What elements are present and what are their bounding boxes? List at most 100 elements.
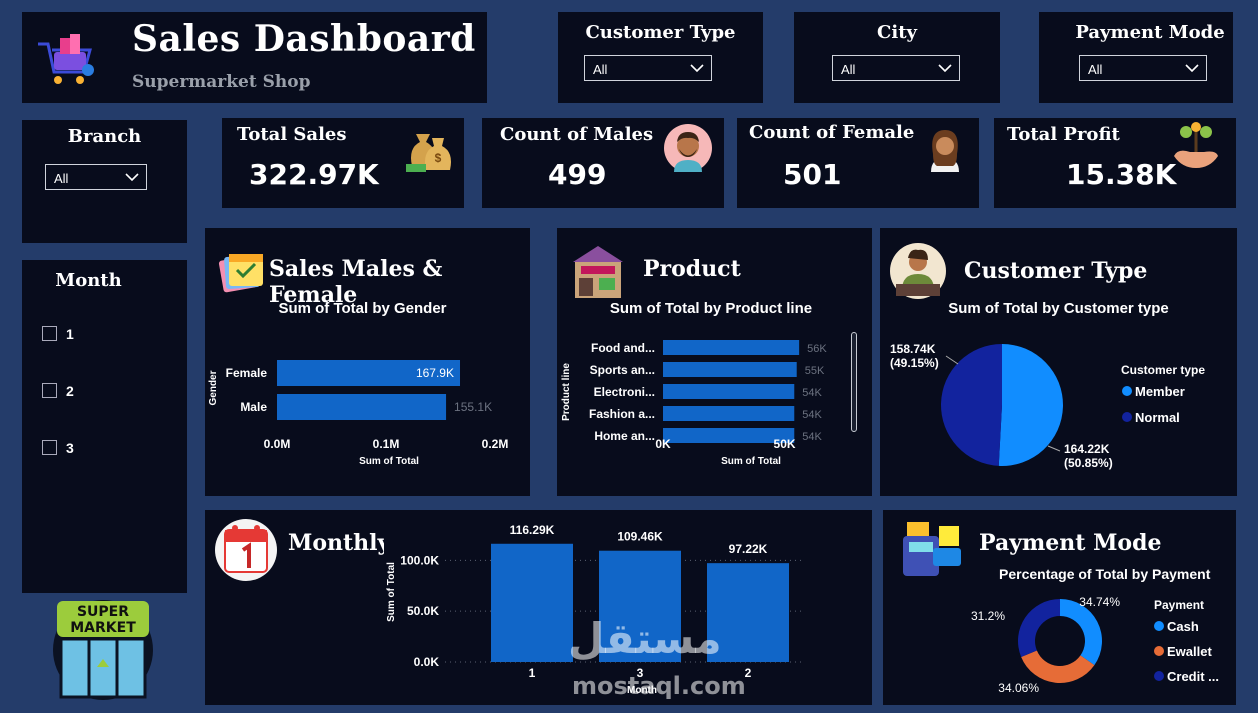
page-title: Sales Dashboard	[132, 18, 476, 60]
product-scrollbar[interactable]	[851, 332, 857, 432]
payment-legend-dot	[1154, 621, 1164, 631]
customer-type-dropdown[interactable]: All	[584, 55, 712, 81]
customer-type-member-label: 164.22K	[1064, 442, 1110, 456]
payment-mode-slicer: Payment Mode All	[1039, 12, 1233, 103]
gender-category-label: Male	[240, 400, 267, 414]
cashier-icon	[888, 242, 948, 300]
gender-x-axis-title: Sum of Total	[359, 456, 419, 467]
chevron-down-icon	[125, 173, 139, 182]
female-avatar-icon	[923, 124, 967, 174]
payment-donut-chart: 34.74% 34.06% 31.2% Payment Cash Ewallet Credi…	[971, 595, 1219, 695]
customer-type-pie-slice	[998, 344, 1064, 466]
customer-type-section-title: Customer Type	[964, 258, 1148, 284]
customer-type-legend-title: Customer type	[1121, 363, 1205, 377]
gender-value-label: 155.1K	[454, 400, 492, 414]
monthly-x-tick: 3	[637, 666, 644, 680]
monthly-chart-card: Monthly 0.0K 50.0K 100.0K 116.29K 1 109.46K 3 9…	[205, 510, 872, 705]
payment-donut-slice	[1021, 650, 1095, 683]
monthly-bar	[491, 543, 573, 662]
monthly-section-title: Monthly	[288, 530, 384, 556]
monthly-value-label: 116.29K	[510, 523, 555, 537]
kpi-total-sales-value: 322.97K	[249, 158, 379, 191]
gender-x-tick: 0.1M	[373, 437, 400, 451]
gender-section-title: Sales Males & Female	[269, 256, 443, 308]
monthly-bar	[599, 550, 681, 662]
supermarket-logo: SUPER MARKET	[53, 597, 153, 703]
monthly-value-label: 97.22K	[729, 542, 768, 556]
customer-type-legend-dot	[1122, 386, 1132, 396]
customer-type-normal-label: 158.74K	[890, 342, 936, 356]
month-option-1: 1	[66, 326, 74, 342]
month-slicer: Month 1 2 3	[22, 260, 187, 593]
product-category-label: Sports an...	[590, 363, 655, 377]
payment-cash-label: 34.74%	[1079, 595, 1120, 609]
monthly-y-tick: 100.0K	[400, 553, 439, 567]
branch-dropdown[interactable]: All	[45, 164, 147, 190]
product-value-label: 56K	[807, 343, 827, 355]
gender-x-tick: 0.0M	[264, 437, 291, 451]
month-option-3: 3	[66, 440, 74, 456]
product-category-label: Fashion a...	[589, 407, 655, 421]
kpi-count-males-value: 499	[548, 158, 607, 191]
watermark-arabic: مستقل	[568, 614, 722, 663]
gender-value-label: 167.9K	[416, 366, 454, 380]
payment-chart-card: Payment Mode Percentage of Total by Paym…	[883, 510, 1236, 705]
payment-section-title: Payment Mode	[979, 530, 1162, 556]
payment-legend-item: Ewallet	[1167, 644, 1212, 659]
branch-dropdown-value: All	[54, 171, 69, 186]
kpi-total-profit-label: Total Profit	[1007, 124, 1120, 145]
gender-chart-card: Sales Males & Female Sum of Total by Gen…	[205, 228, 530, 496]
payment-mode-slicer-title: Payment Mode	[1075, 22, 1225, 43]
kpi-total-sales-label: Total Sales	[237, 124, 347, 145]
page-subtitle: Supermarket Shop	[132, 72, 311, 92]
male-avatar-icon	[664, 124, 712, 172]
money-bag-icon: $	[404, 126, 454, 174]
customer-type-chart-title: Sum of Total by Customer type	[948, 300, 1169, 317]
branch-slicer-title: Branch	[67, 126, 142, 147]
payment-ewallet-label: 34.06%	[998, 681, 1039, 695]
kpi-total-sales: Total Sales 322.97K $	[222, 118, 464, 208]
logo-line-2: MARKET	[70, 620, 136, 636]
gender-chart-title: Sum of Total by Gender	[278, 300, 447, 317]
customer-type-dropdown-value: All	[593, 62, 608, 77]
product-x-axis-title: Sum of Total	[721, 456, 781, 467]
city-slicer: City All	[794, 12, 1000, 103]
payment-legend-dot	[1154, 671, 1164, 681]
monthly-y-tick: 50.0K	[407, 604, 439, 618]
profit-hand-icon	[1170, 122, 1222, 172]
month-checkbox-2[interactable]	[42, 383, 57, 398]
city-dropdown-value: All	[841, 62, 856, 77]
cart-icon	[34, 30, 96, 92]
product-category-label: Home an...	[594, 429, 655, 443]
monthly-x-tick: 2	[745, 666, 752, 680]
customer-type-slicer: Customer Type All	[558, 12, 763, 103]
month-checkbox-3[interactable]	[42, 440, 57, 455]
customer-type-legend-dot	[1122, 412, 1132, 422]
product-x-tick: 0K	[655, 437, 671, 451]
customer-type-normal-pct: (49.15%)	[890, 356, 939, 370]
kpi-total-profit: Total Profit 15.38K	[994, 118, 1236, 208]
product-category-label: Electroni...	[594, 385, 655, 399]
payment-legend-dot	[1154, 646, 1164, 656]
kpi-count-males: Count of Males 499	[482, 118, 724, 208]
customer-type-leader-line	[1047, 445, 1061, 452]
product-bar	[663, 340, 800, 355]
watermark-latin: mostaql.com	[572, 672, 746, 700]
gender-bar-chart: Female 167.9K Male 155.1K 0.0M 0.1M 0.2M Sum of…	[208, 360, 508, 467]
monthly-x-axis-title: Month	[627, 685, 657, 696]
customer-type-leader-line	[945, 355, 959, 365]
month-option-2: 2	[66, 383, 74, 399]
product-chart-title: Sum of Total by Product line	[609, 300, 813, 317]
gender-y-axis-title: Gender	[208, 370, 219, 405]
customer-type-slicer-title: Customer Type	[585, 22, 736, 43]
monthly-bar-chart: 0.0K 50.0K 100.0K 116.29K 1 109.46K 3 97.22K 2 Mo…	[386, 523, 805, 696]
svg-text:$: $	[435, 151, 442, 165]
city-dropdown[interactable]: All	[832, 55, 960, 81]
product-value-label: 54K	[802, 431, 822, 443]
calendar-stack-icon	[215, 248, 267, 296]
month-checkbox-1[interactable]	[42, 326, 57, 341]
chevron-down-icon	[1185, 64, 1199, 73]
payment-mode-dropdown[interactable]: All	[1079, 55, 1207, 81]
product-x-tick: 50K	[774, 437, 796, 451]
payment-legend-item: Cash	[1167, 619, 1199, 634]
